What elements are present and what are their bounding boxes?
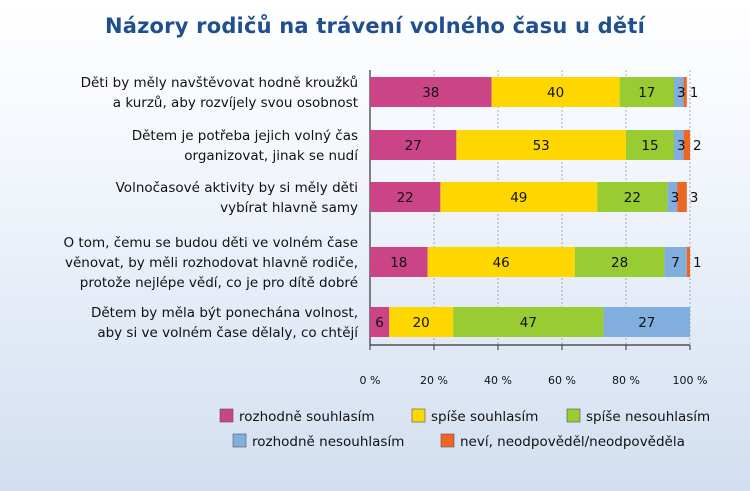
- x-tick-label: 80 %: [612, 374, 640, 387]
- category-label: Dětem by měla být ponechána volnost,: [91, 305, 358, 321]
- bar-value-label: 22: [624, 190, 641, 206]
- bar-segment: [370, 182, 441, 212]
- bar-value-label: 3: [677, 138, 686, 154]
- bar-segment: [370, 77, 492, 107]
- bar-value-label: 7: [671, 255, 680, 271]
- bar-value-label: 3: [671, 190, 680, 206]
- bar-segment: [491, 77, 620, 107]
- bar-segment: [427, 247, 575, 277]
- category-label: Děti by měly navštěvovat hodně kroužků: [81, 75, 358, 91]
- legend-label: spíše souhlasím: [431, 409, 538, 425]
- legend-label: neví, neodpověděl/neodpověděla: [460, 434, 685, 450]
- bar-segment: [677, 182, 687, 212]
- legend-swatch: [440, 433, 455, 448]
- legend-label: rozhodně nesouhlasím: [252, 434, 404, 450]
- category-label: protože nejlépe vědí, co je pro dítě dob…: [80, 275, 358, 291]
- bar-value-label: 47: [520, 315, 537, 331]
- bar-value-label: 6: [375, 315, 384, 331]
- bar-value-label: 40: [547, 85, 564, 101]
- bar-value-label: 3: [677, 85, 686, 101]
- bar-value-label: 49: [510, 190, 527, 206]
- bar-segment: [603, 307, 690, 337]
- bar-value-label: 27: [405, 138, 422, 154]
- bar-segment: [453, 307, 604, 337]
- category-label: Dětem je potřeba jejich volný čas: [132, 128, 358, 144]
- category-label: O tom, čemu se budou děti ve volném čase: [64, 235, 359, 251]
- bar-segment: [619, 77, 674, 107]
- bar-value-label: 38: [422, 85, 439, 101]
- bar-value-label: 22: [397, 190, 414, 206]
- bar-value-label: 27: [638, 315, 655, 331]
- bar-segment: [456, 130, 626, 160]
- bar-segment: [626, 130, 674, 160]
- bar-value-label: 20: [413, 315, 430, 331]
- legend-swatch: [219, 408, 234, 423]
- category-label: vybírat hlavně samy: [220, 200, 358, 216]
- x-tick-label: 100 %: [673, 374, 708, 387]
- bar-value-label: 18: [390, 255, 407, 271]
- legend-label: spíše nesouhlasím: [586, 409, 710, 425]
- x-tick-label: 20 %: [420, 374, 448, 387]
- bar-value-label: 15: [641, 138, 658, 154]
- bar-segment: [674, 130, 684, 160]
- bar-segment: [664, 247, 687, 277]
- bar-value-label: 2: [693, 138, 702, 154]
- category-label: Volnočasové aktivity by si měly děti: [116, 180, 358, 196]
- bar-value-label: 28: [611, 255, 628, 271]
- x-tick-label: 40 %: [484, 374, 512, 387]
- bar-value-label: 3: [690, 190, 699, 206]
- category-label: organizovat, jinak se nudí: [184, 148, 359, 164]
- chart-title: Názory rodičů na trávení volného času u …: [104, 14, 645, 38]
- bar-segment: [683, 130, 690, 160]
- x-tick-label: 0 %: [360, 374, 381, 387]
- bar-segment: [440, 182, 598, 212]
- bar-segment: [370, 130, 457, 160]
- category-label: aby si ve volném čase dělaly, co chtějí: [97, 325, 359, 341]
- bar-segment: [370, 307, 390, 337]
- legend-label: rozhodně souhlasím: [239, 409, 375, 425]
- bar-segment: [674, 77, 684, 107]
- category-label: věnovat, by měli rozhodovat hlavně rodič…: [65, 255, 358, 271]
- bar-segment: [667, 182, 678, 212]
- bar-segment: [597, 182, 668, 212]
- bar-value-label: 46: [493, 255, 510, 271]
- bar-segment: [370, 247, 428, 277]
- bar-value-label: 1: [693, 255, 702, 271]
- bar-segment: [389, 307, 454, 337]
- legend-swatch: [566, 408, 581, 423]
- legend-swatch: [411, 408, 426, 423]
- bar-segment: [683, 77, 687, 107]
- bar-segment: [574, 247, 665, 277]
- x-tick-label: 60 %: [548, 374, 576, 387]
- legend-swatch: [232, 433, 247, 448]
- bar-value-label: 17: [638, 85, 655, 101]
- category-label: a kurzů, aby rozvíjely svou osobnost: [113, 95, 358, 111]
- bar-value-label: 53: [533, 138, 550, 154]
- bar-segment: [686, 247, 690, 277]
- bar-value-label: 1: [690, 85, 699, 101]
